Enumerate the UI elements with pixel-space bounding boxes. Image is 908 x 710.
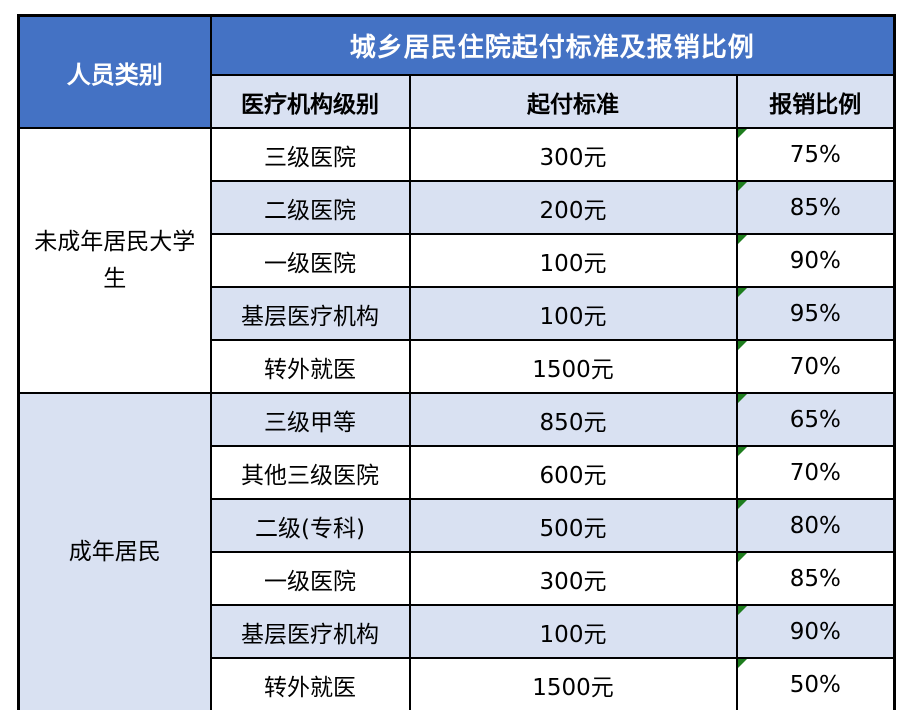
ratio-value: 90% [789, 247, 841, 274]
ratio-cell: 75% [735, 127, 896, 182]
institution-level-cell: 转外就医 [209, 657, 411, 710]
ratio-cell: 80% [735, 498, 896, 553]
ratio-value: 50% [789, 671, 841, 698]
table-row: 转外就医 1500元 50% [19, 657, 896, 710]
table-row: 其他三级医院 600元 70% [19, 445, 896, 500]
deductible-cell: 100元 [408, 286, 738, 341]
ratio-cell: 85% [735, 180, 896, 235]
cell-error-indicator-icon [738, 554, 747, 562]
ratio-value: 80% [789, 512, 841, 539]
table-title: 城乡居民住院起付标准及报销比例 [209, 14, 896, 76]
deductible-cell: 600元 [408, 445, 738, 500]
deductible-cell: 1500元 [408, 657, 738, 710]
deductible-cell: 300元 [408, 127, 738, 182]
institution-level-cell: 三级甲等 [209, 392, 411, 447]
table-row: 一级医院 100元 90% [19, 233, 896, 288]
ratio-cell: 70% [735, 445, 896, 500]
cell-error-indicator-icon [738, 448, 747, 456]
ratio-cell: 85% [735, 551, 896, 606]
ratio-cell: 90% [735, 233, 896, 288]
cell-error-indicator-icon [738, 289, 747, 297]
institution-level-cell: 基层医疗机构 [209, 604, 411, 659]
institution-level-cell: 一级医院 [209, 233, 411, 288]
institution-level-cell: 基层医疗机构 [209, 286, 411, 341]
deductible-cell: 100元 [408, 604, 738, 659]
cell-error-indicator-icon [738, 501, 747, 509]
ratio-cell: 90% [735, 604, 896, 659]
person-category-header: 人员类别 [17, 14, 212, 129]
ratio-cell: 70% [735, 339, 896, 394]
cell-error-indicator-icon [738, 607, 747, 615]
ratio-value: 85% [789, 565, 841, 592]
table-row: 二级(专科) 500元 80% [19, 498, 896, 553]
deductible-cell: 300元 [408, 551, 738, 606]
header-row: 人员类别 城乡居民住院起付标准及报销比例 [17, 14, 896, 129]
ratio-cell: 50% [735, 657, 896, 710]
cell-error-indicator-icon [738, 183, 747, 191]
category-cell-minors-students: 未成年居民大学生 [17, 127, 212, 394]
cell-error-indicator-icon [738, 659, 747, 668]
institution-level-cell: 二级医院 [209, 180, 411, 235]
institution-level-cell: 一级医院 [209, 551, 411, 606]
cell-error-indicator-icon [738, 236, 747, 244]
subheader-row: 医疗机构级别 起付标准 报销比例 [19, 74, 896, 129]
reimbursement-table: 人员类别 城乡居民住院起付标准及报销比例 医疗机构级别 起付标准 报销比例 未成… [17, 14, 897, 710]
institution-level-cell: 三级医院 [209, 127, 411, 182]
ratio-value: 70% [789, 353, 841, 380]
institution-level-cell: 其他三级医院 [209, 445, 411, 500]
table-row: 转外就医 1500元 70% [19, 339, 896, 394]
institution-level-cell: 二级(专科) [209, 498, 411, 553]
table-row: 一级医院 300元 85% [19, 551, 896, 606]
deductible-cell: 500元 [408, 498, 738, 553]
table-row: 基层医疗机构 100元 90% [19, 604, 896, 659]
category-cell-adult-residents: 成年居民 [17, 392, 212, 710]
deductible-cell: 200元 [408, 180, 738, 235]
ratio-cell: 95% [735, 286, 896, 341]
column-header-deductible: 起付标准 [408, 74, 738, 129]
column-header-ratio: 报销比例 [735, 74, 896, 129]
ratio-cell: 65% [735, 392, 896, 447]
ratio-value: 65% [789, 406, 841, 433]
deductible-cell: 1500元 [408, 339, 738, 394]
ratio-value: 90% [789, 618, 841, 645]
cell-error-indicator-icon [738, 130, 747, 138]
ratio-value: 70% [789, 459, 841, 486]
table-row: 二级医院 200元 85% [19, 180, 896, 235]
deductible-cell: 100元 [408, 233, 738, 288]
cell-error-indicator-icon [738, 342, 747, 350]
cell-error-indicator-icon [738, 395, 747, 403]
table-row: 成年居民 三级甲等 850元 65% [17, 392, 896, 710]
deductible-cell: 850元 [408, 392, 738, 447]
ratio-value: 95% [789, 300, 841, 327]
ratio-value: 85% [789, 194, 841, 221]
ratio-value: 75% [789, 141, 841, 168]
institution-level-cell: 转外就医 [209, 339, 411, 394]
column-header-institution-level: 医疗机构级别 [209, 74, 411, 129]
table-row: 基层医疗机构 100元 95% [19, 286, 896, 341]
table-row: 未成年居民大学生 三级医院 300元 75% [17, 127, 896, 394]
